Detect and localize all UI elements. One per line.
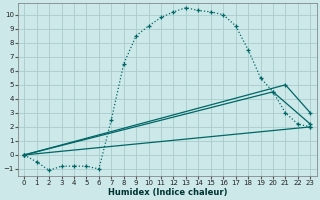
- X-axis label: Humidex (Indice chaleur): Humidex (Indice chaleur): [108, 188, 227, 197]
